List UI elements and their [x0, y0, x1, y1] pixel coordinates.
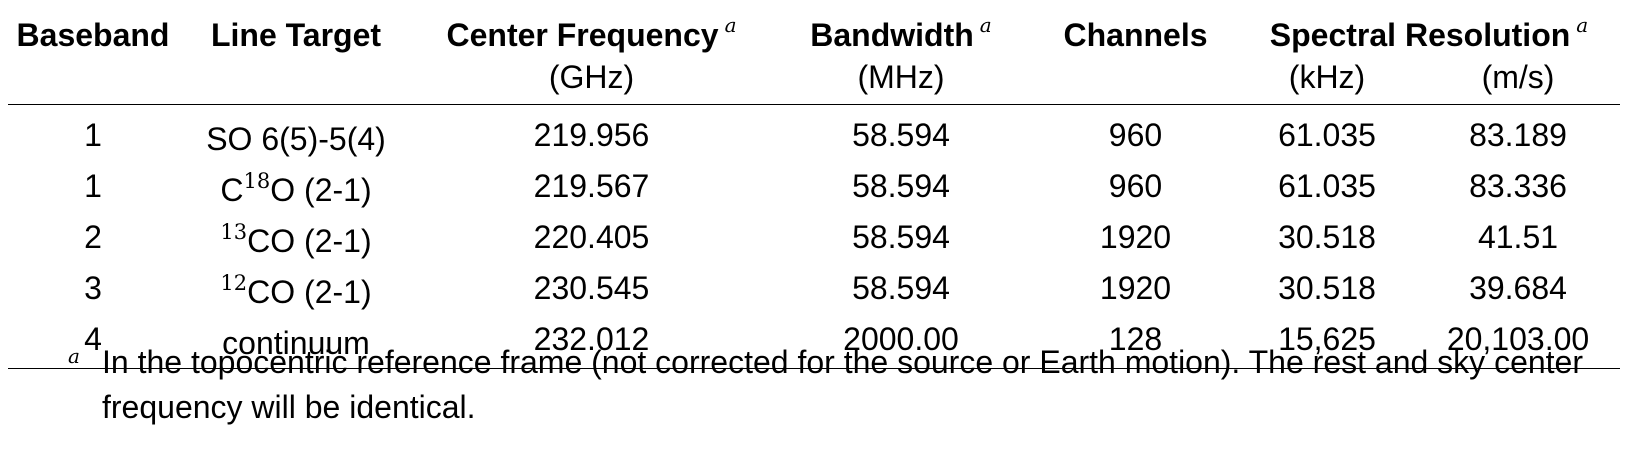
table-row: 3 12CO (2-1) 230.545 58.594 1920 30.518 … — [8, 262, 1620, 313]
cell-line-target: 13CO (2-1) — [220, 220, 372, 259]
cell-line-target: continuum — [178, 313, 414, 369]
footnote-text: In the topocentric reference frame (not … — [102, 344, 1583, 425]
cell-bandwidth: 58.594 — [852, 218, 950, 255]
cell-channels: 1920 — [1099, 269, 1172, 306]
footnote-marker: a — [724, 13, 737, 37]
cell-resolution-ms: 83.336 — [1469, 167, 1567, 204]
unit-baseband — [8, 56, 178, 105]
header-bandwidth: Bandwidth a — [810, 13, 992, 53]
cell-line-target: SO 6(5)-5(4) — [206, 121, 386, 157]
cell-resolution-khz: 61.035 — [1278, 167, 1376, 204]
unit-line-target — [178, 56, 414, 105]
cell-center-frequency: 230.545 — [533, 269, 650, 306]
cell-baseband: 4 — [8, 313, 178, 369]
cell-resolution-ms: 41.51 — [1477, 218, 1559, 255]
cell-channels: 960 — [1108, 167, 1163, 204]
cell-resolution-ms: 83.189 — [1469, 116, 1567, 153]
cell-baseband: 3 — [84, 269, 102, 306]
cell-resolution-khz: 30.518 — [1278, 269, 1376, 306]
footnote-marker: a — [979, 13, 992, 37]
cell-center-frequency: 219.567 — [533, 167, 650, 204]
cell-baseband: 1 — [84, 116, 102, 153]
cell-channels: 128 — [1033, 313, 1238, 369]
unit-resolution-khz: (kHz) — [1238, 56, 1416, 105]
table-row: 4 continuum 232.012 2000.00 128 15,625 2… — [8, 313, 1620, 369]
unit-channels — [1033, 56, 1238, 105]
unit-resolution-ms: (m/s) — [1416, 56, 1620, 105]
cell-line-target: C18O (2-1) — [220, 169, 372, 208]
header-channels: Channels — [1063, 17, 1208, 53]
unit-center-frequency: (GHz) — [414, 56, 769, 105]
table-header: Baseband Line Target Center Frequency a B… — [8, 4, 1620, 105]
cell-center-frequency: 220.405 — [533, 218, 650, 255]
table-body: 1 SO 6(5)-5(4) 219.956 58.594 960 61.035… — [8, 105, 1620, 369]
unit-bandwidth: (MHz) — [769, 56, 1033, 105]
isotope-superscript: 18 — [243, 169, 271, 193]
cell-resolution-khz: 15,625 — [1238, 313, 1416, 369]
table-row: 1 C18O (2-1) 219.567 58.594 960 61.035 8… — [8, 160, 1620, 211]
isotope-superscript: 13 — [220, 220, 248, 244]
cell-bandwidth: 58.594 — [852, 167, 950, 204]
cell-resolution-ms: 39.684 — [1469, 269, 1567, 306]
table-row: 2 13CO (2-1) 220.405 58.594 1920 30.518 … — [8, 211, 1620, 262]
isotope-superscript: 12 — [220, 271, 248, 295]
cell-bandwidth: 2000.00 — [769, 313, 1033, 369]
table-footnote: a In the topocentric reference frame (no… — [60, 340, 1620, 430]
cell-baseband: 1 — [84, 167, 102, 204]
cell-channels: 960 — [1108, 116, 1163, 153]
header-baseband: Baseband — [16, 17, 170, 53]
cell-resolution-khz: 61.035 — [1278, 116, 1376, 153]
cell-center-frequency: 232.012 — [414, 313, 769, 369]
cell-resolution-ms: 20,103.00 — [1416, 313, 1620, 369]
cell-bandwidth: 58.594 — [852, 269, 950, 306]
header-line-target: Line Target — [210, 17, 382, 53]
cell-bandwidth: 58.594 — [852, 116, 950, 153]
header-spectral-resolution: Spectral Resolution a — [1269, 13, 1589, 53]
cell-baseband: 2 — [84, 218, 102, 255]
cell-channels: 1920 — [1099, 218, 1172, 255]
header-row: Baseband Line Target Center Frequency a B… — [8, 4, 1620, 56]
header-center-frequency: Center Frequency a — [446, 13, 737, 53]
spectral-setup-table: Baseband Line Target Center Frequency a B… — [8, 4, 1620, 369]
cell-center-frequency: 219.956 — [533, 116, 650, 153]
table-row: 1 SO 6(5)-5(4) 219.956 58.594 960 61.035… — [8, 105, 1620, 161]
cell-line-target: 12CO (2-1) — [220, 271, 372, 310]
footnote-marker: a — [1576, 13, 1589, 37]
cell-resolution-khz: 30.518 — [1278, 218, 1376, 255]
units-row: (GHz) (MHz) (kHz) (m/s) — [8, 56, 1620, 105]
footnote-mark: a — [68, 344, 80, 368]
